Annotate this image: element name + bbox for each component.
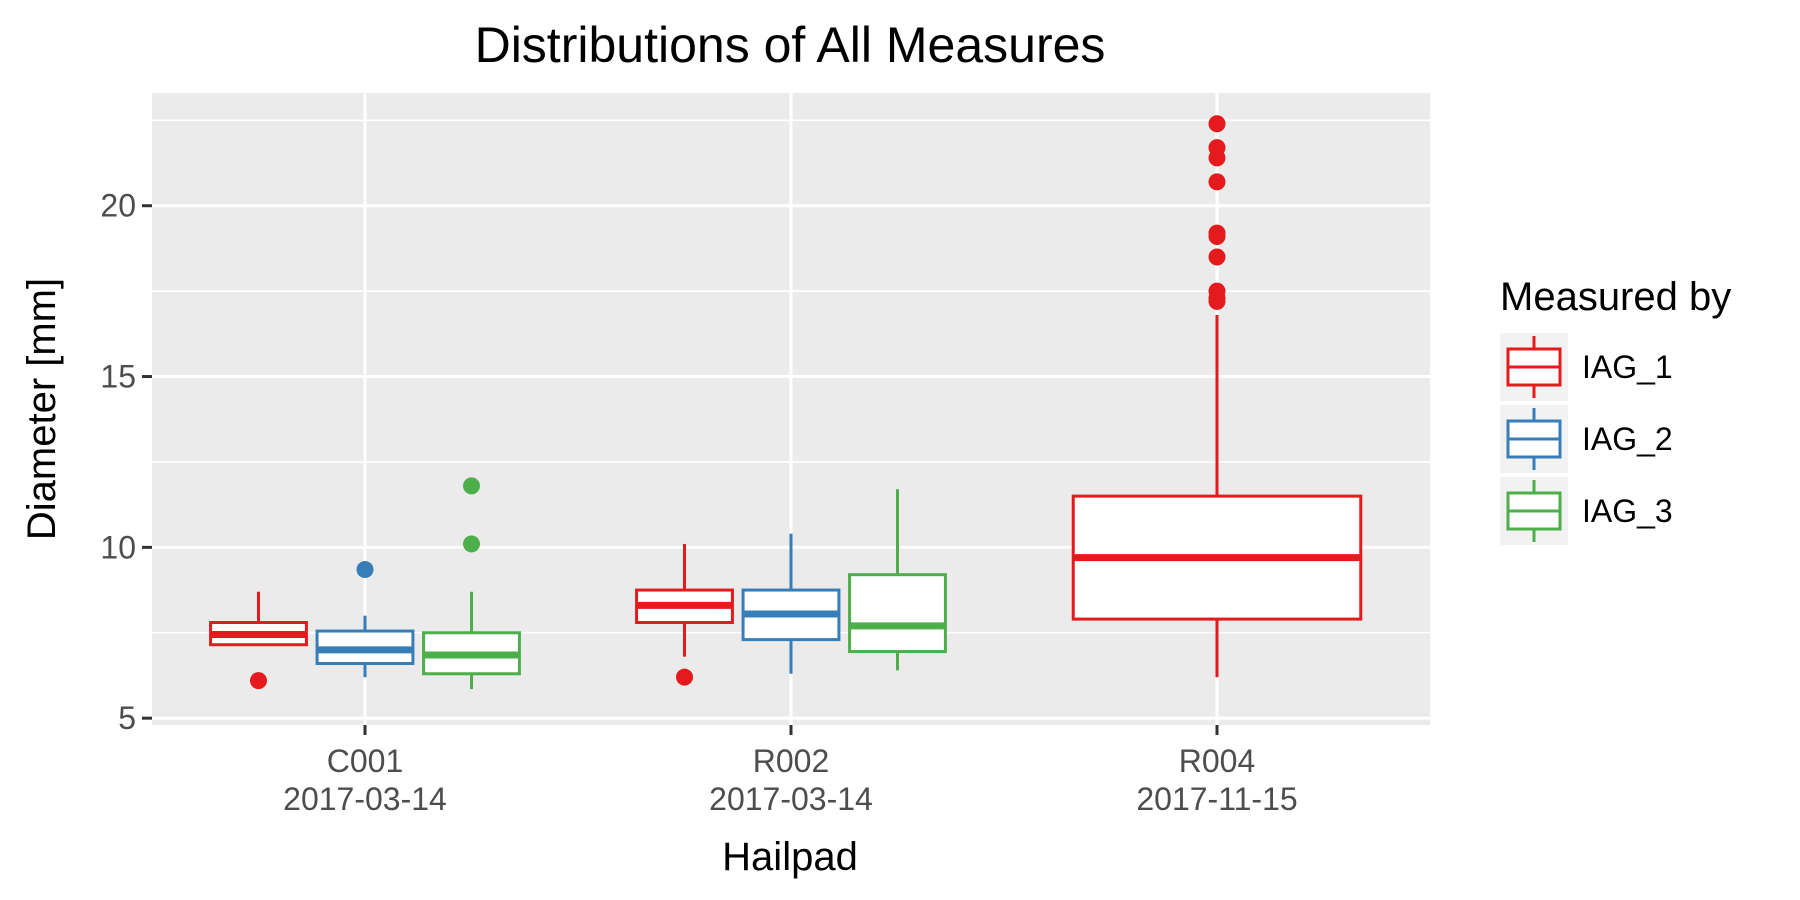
outlier-point xyxy=(1208,282,1226,300)
outlier-point xyxy=(356,561,374,579)
x-tick-label-date: 2017-11-15 xyxy=(1136,781,1297,817)
outlier-point xyxy=(1208,248,1226,266)
y-axis-title: Diameter [mm] xyxy=(20,278,64,540)
outlier-point xyxy=(250,672,267,690)
box-IAG_1-R004 xyxy=(1071,115,1363,678)
outlier-point xyxy=(1208,139,1226,157)
box-IAG_1-C001 xyxy=(209,591,308,690)
box-IAG_3-C001 xyxy=(422,477,521,690)
chart-title: Distributions of All Measures xyxy=(475,17,1106,73)
outlier-point xyxy=(1208,115,1226,133)
legend-key-IAG_2: IAG_2 xyxy=(1500,405,1673,473)
box-iqr xyxy=(848,573,947,654)
outlier-point xyxy=(463,535,480,553)
outlier-point xyxy=(1208,224,1226,242)
box-IAG_3-R002 xyxy=(848,489,947,671)
legend-title: Measured by xyxy=(1500,275,1731,319)
legend: Measured by IAG_1 IAG_2 IAG_3 xyxy=(1500,275,1731,545)
legend-label: IAG_2 xyxy=(1582,421,1673,457)
box-IAG_1-R002 xyxy=(635,543,734,686)
x-tick-label-id: R002 xyxy=(753,743,830,779)
y-tick-label: 20 xyxy=(100,188,136,224)
outlier-point xyxy=(676,668,693,686)
x-axis-title: Hailpad xyxy=(722,835,858,879)
x-tick-label-date: 2017-03-14 xyxy=(283,781,447,817)
y-tick-label: 5 xyxy=(118,700,136,736)
outlier-point xyxy=(463,477,480,495)
legend-key-IAG_1: IAG_1 xyxy=(1500,333,1673,401)
x-tick-label-date: 2017-03-14 xyxy=(709,781,873,817)
outlier-point xyxy=(1208,173,1226,191)
y-axis: 5 10 15 20 xyxy=(100,188,152,736)
y-tick-label: 15 xyxy=(100,359,136,395)
legend-label: IAG_1 xyxy=(1582,349,1673,385)
legend-key-IAG_3: IAG_3 xyxy=(1500,477,1673,545)
box-IAG_2-C001 xyxy=(315,561,415,678)
x-axis: C0012017-03-14R0022017-03-14R0042017-11-… xyxy=(283,725,1298,817)
x-tick-label-id: R004 xyxy=(1179,743,1256,779)
x-tick-label-id: C001 xyxy=(327,743,404,779)
legend-label: IAG_3 xyxy=(1582,493,1673,529)
y-tick-label: 10 xyxy=(100,529,136,565)
box-IAG_2-R002 xyxy=(741,533,841,674)
boxes xyxy=(209,115,1363,690)
